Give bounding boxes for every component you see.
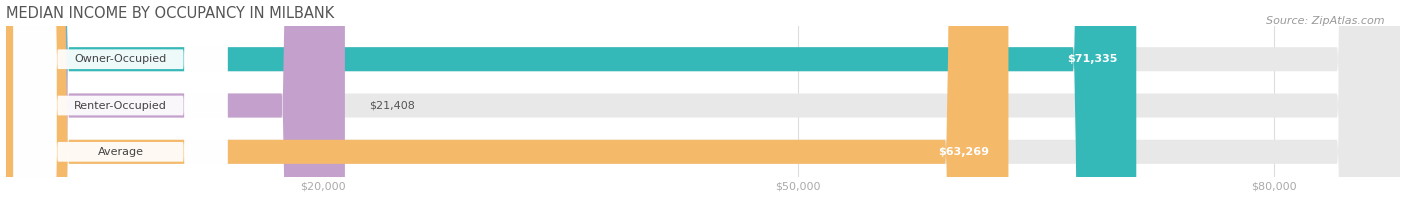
FancyBboxPatch shape	[14, 0, 228, 197]
FancyBboxPatch shape	[6, 0, 1400, 197]
FancyBboxPatch shape	[6, 0, 1008, 197]
FancyBboxPatch shape	[14, 0, 228, 197]
Text: Source: ZipAtlas.com: Source: ZipAtlas.com	[1267, 16, 1385, 26]
FancyBboxPatch shape	[6, 0, 344, 197]
Text: MEDIAN INCOME BY OCCUPANCY IN MILBANK: MEDIAN INCOME BY OCCUPANCY IN MILBANK	[6, 6, 333, 20]
Text: $63,269: $63,269	[938, 147, 990, 157]
FancyBboxPatch shape	[6, 0, 1136, 197]
Text: Average: Average	[97, 147, 143, 157]
Text: $21,408: $21,408	[368, 100, 415, 111]
FancyBboxPatch shape	[6, 0, 1400, 197]
Text: Owner-Occupied: Owner-Occupied	[75, 54, 166, 64]
FancyBboxPatch shape	[14, 0, 228, 197]
FancyBboxPatch shape	[6, 0, 1400, 197]
Text: Renter-Occupied: Renter-Occupied	[75, 100, 167, 111]
Text: $71,335: $71,335	[1067, 54, 1118, 64]
